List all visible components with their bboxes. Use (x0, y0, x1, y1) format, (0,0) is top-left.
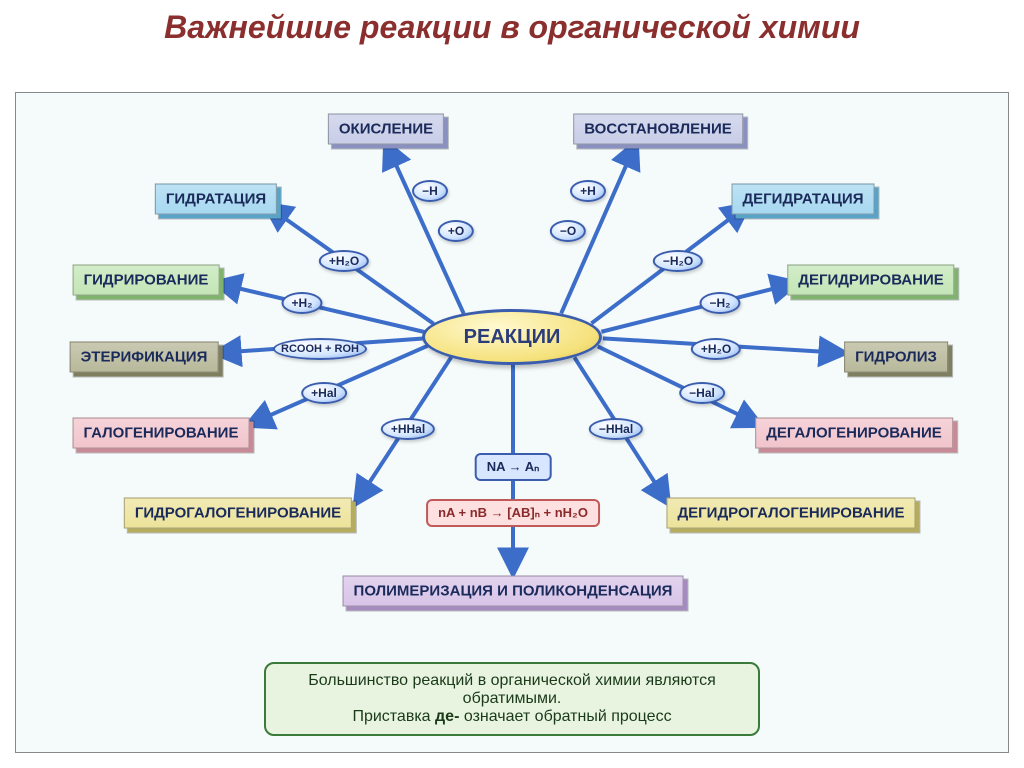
footnote: Большинство реакций в органической химии… (264, 662, 760, 736)
bubble-b-minO: −O (550, 220, 586, 242)
bubble-b-plusHal: +Hal (301, 382, 347, 404)
footnote-line1: Большинство реакций в органической химии… (286, 672, 738, 708)
arrow-dehalogenation (598, 346, 760, 425)
reaction-box-polymerization: ПОЛИМЕРИЗАЦИЯ И ПОЛИКОНДЕНСАЦИЯ (343, 576, 684, 607)
bubble-b-plusH: +H (570, 180, 606, 202)
reaction-diagram: РЕАКЦИИ ОКИСЛЕНИЕ ВОССТАНОВЛЕНИЕ ГИДРАТАЦИ… (15, 92, 1009, 753)
reaction-box-reduction: ВОССТАНОВЛЕНИЕ (573, 114, 743, 145)
bubble-b-plusH2: +H₂ (281, 292, 322, 314)
bubble-b-minHHal: −HHal (589, 418, 643, 440)
bubble-b-minH-ox: −H (412, 180, 448, 202)
reaction-box-hydration: ГИДРАТАЦИЯ (155, 184, 277, 215)
reaction-box-oxidation: ОКИСЛЕНИЕ (328, 114, 444, 145)
bubble-b-plusO: +O (438, 220, 474, 242)
formula-f-poly2: nA + nB → [AB]ₙ + nH₂O (426, 499, 600, 527)
arrow-dehydrogenation (601, 283, 796, 332)
footnote-line2: Приставка де- означает обратный процесс (286, 708, 738, 726)
reaction-box-dehydrogenation: ДЕГИДРИРОВАНИЕ (787, 265, 954, 296)
bubble-b-minHal: −Hal (679, 382, 725, 404)
reaction-box-esterification: ЭТЕРИФИКАЦИЯ (70, 342, 219, 373)
bubble-b-rcooh: RCOOH + ROH (273, 338, 367, 360)
formula-f-poly1: NA → Aₙ (475, 453, 552, 481)
reaction-box-hydrogenation: ГИДРИРОВАНИЕ (73, 265, 220, 296)
page-title: Важнейшие реакции в органической химии (0, 0, 1024, 49)
center-node: РЕАКЦИИ (422, 309, 602, 365)
reaction-box-hydrolysis: ГИДРОЛИЗ (844, 342, 948, 373)
bubble-b-plusH2O-l: +H₂O (319, 250, 369, 272)
reaction-box-dehalogenation: ДЕГАЛОГЕНИРОВАНИЕ (755, 418, 953, 449)
bubble-b-plusH2O-r: +H₂O (691, 338, 741, 360)
reaction-box-dehydrohalog: ДЕГИДРОГАЛОГЕНИРОВАНИЕ (666, 498, 915, 529)
bubble-b-minH2O-r: −H₂O (653, 250, 703, 272)
bubble-b-minH2: −H₂ (699, 292, 740, 314)
reaction-box-halogenation: ГАЛОГЕНИРОВАНИЕ (73, 418, 250, 449)
bubble-b-plusHHal: +HHal (381, 418, 435, 440)
reaction-box-dehydration: ДЕГИДРАТАЦИЯ (731, 184, 874, 215)
reaction-box-hydrohalog: ГИДРОГАЛОГЕНИРОВАНИЕ (124, 498, 352, 529)
